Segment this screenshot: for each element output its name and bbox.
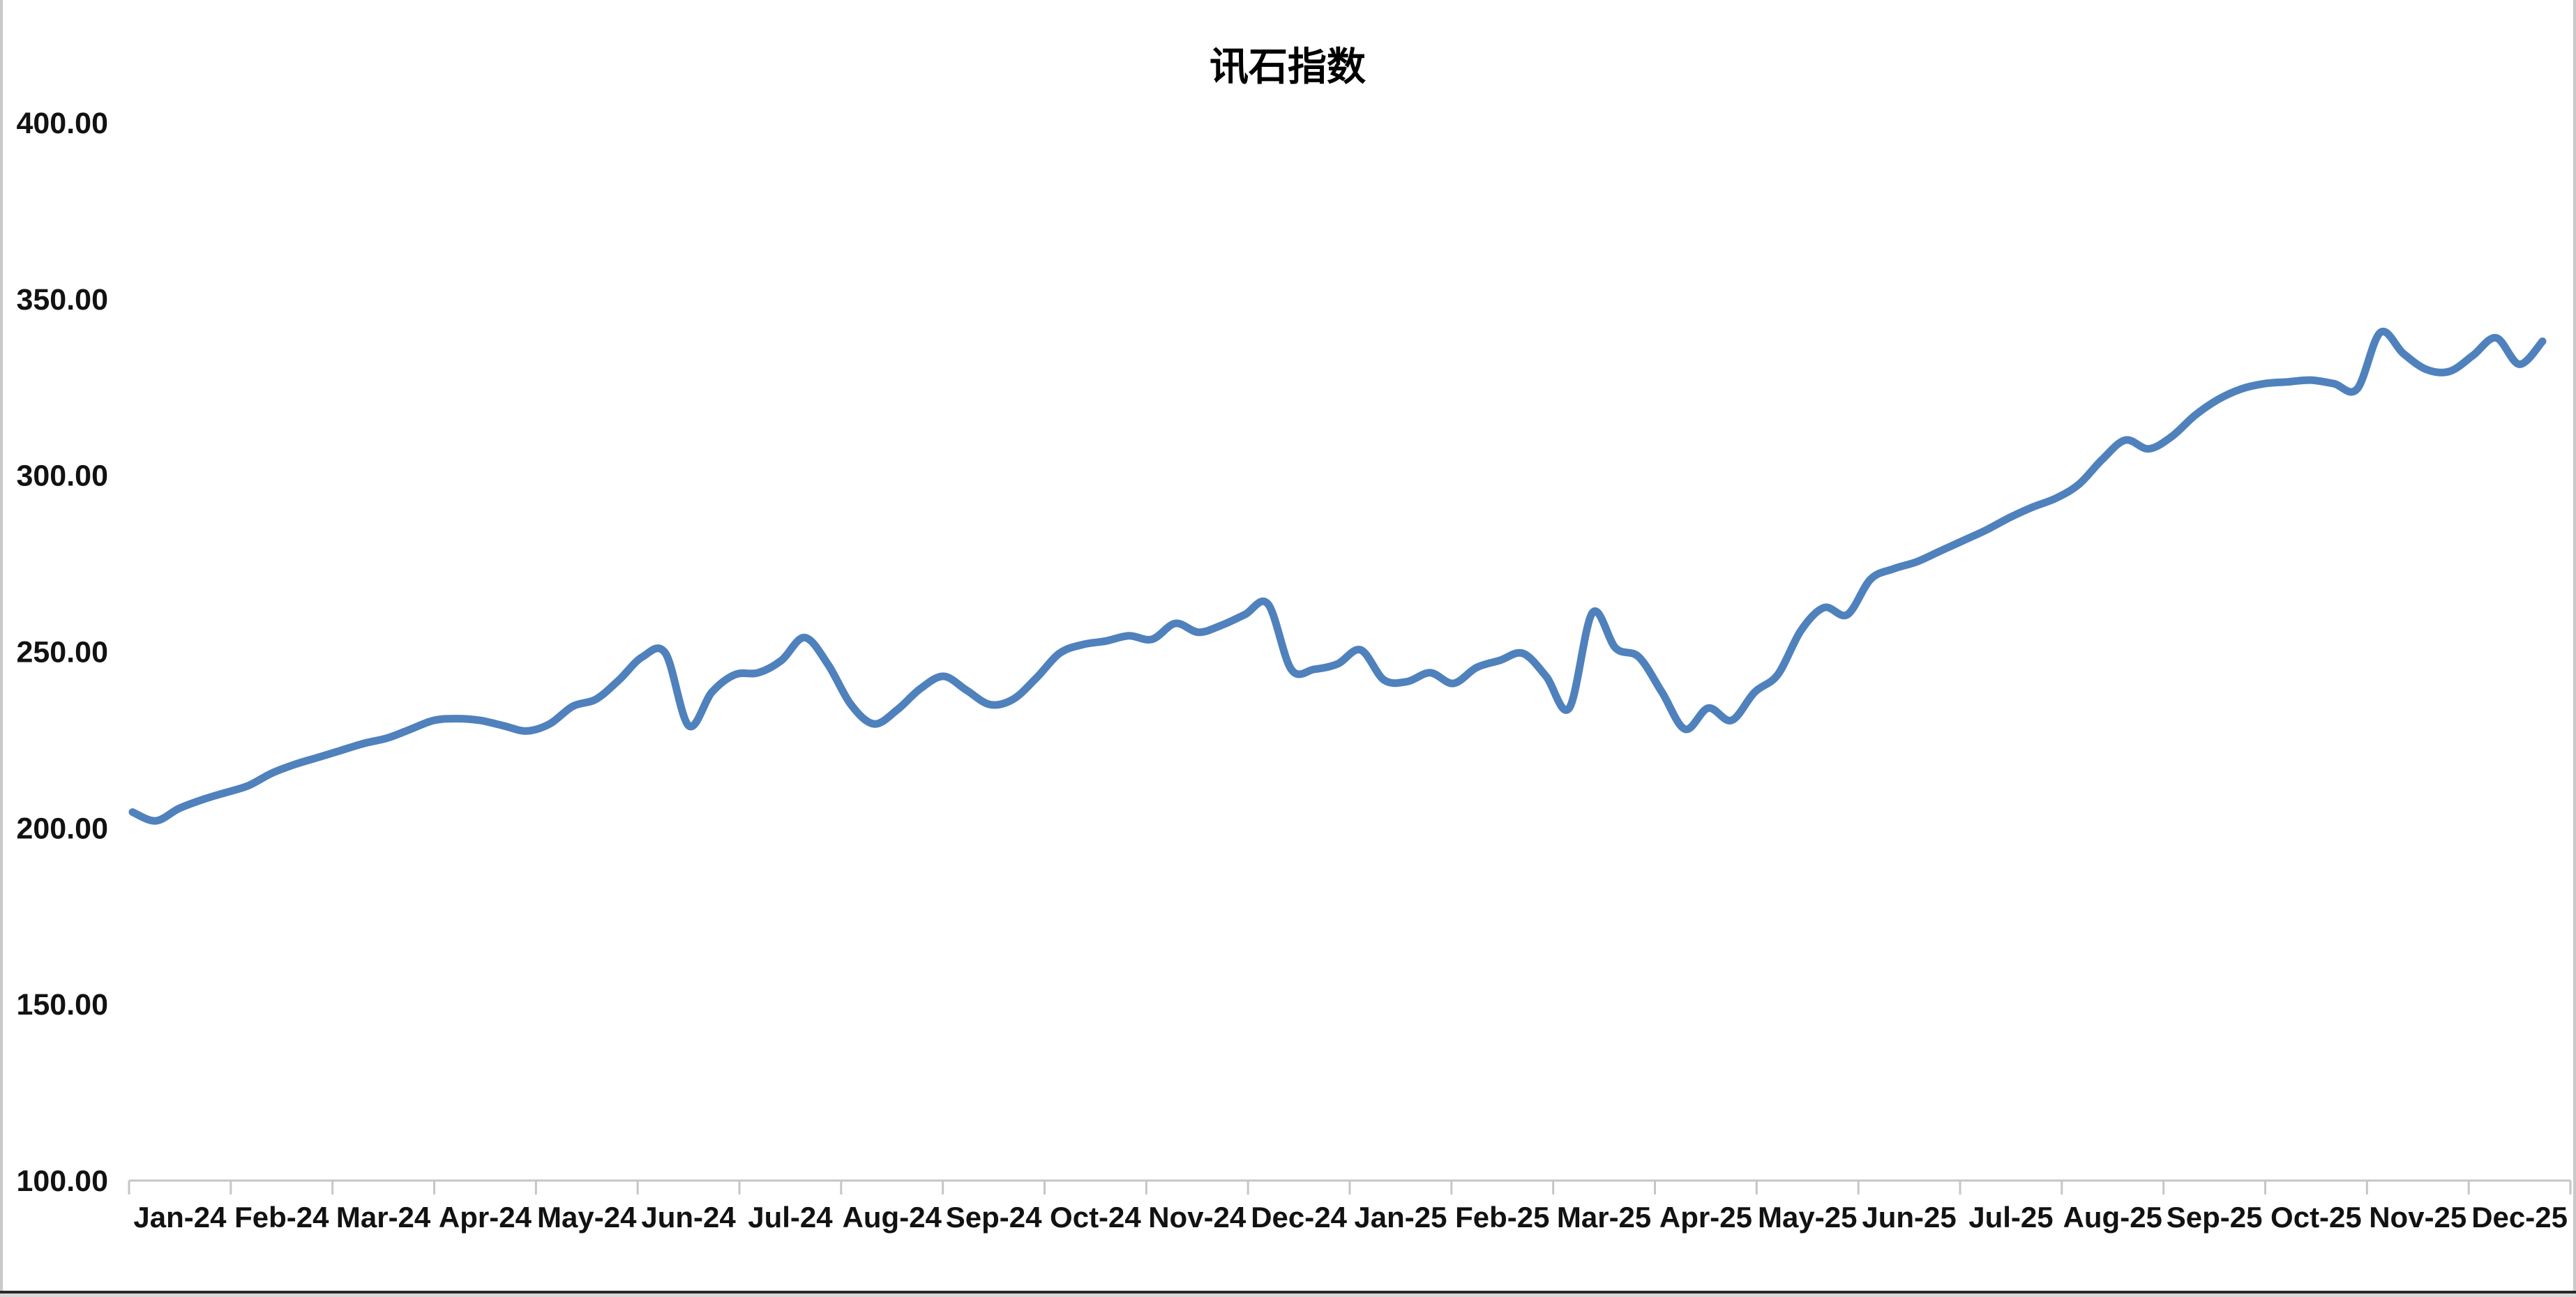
- x-tick-label: Jan-25: [1354, 1201, 1447, 1234]
- x-tick-label: Feb-24: [234, 1201, 329, 1234]
- y-tick-label: 400.00: [16, 107, 108, 140]
- x-tick-label: Jul-25: [1968, 1201, 2053, 1234]
- x-tick-label: May-25: [1758, 1201, 1857, 1234]
- x-tick-label: Dec-24: [1251, 1201, 1347, 1234]
- window-border-left: [0, 0, 3, 1297]
- y-tick-label: 100.00: [16, 1165, 108, 1198]
- y-tick-label: 250.00: [16, 636, 108, 669]
- y-tick-label: 300.00: [16, 460, 108, 493]
- x-tick-label: Aug-25: [2063, 1201, 2162, 1234]
- x-tick-label: Jun-24: [641, 1201, 736, 1234]
- x-tick-label: Oct-24: [1050, 1201, 1141, 1234]
- x-tick-label: Mar-24: [336, 1201, 431, 1234]
- x-tick-label: Jul-24: [748, 1201, 833, 1234]
- x-tick-label: Mar-25: [1557, 1201, 1651, 1234]
- y-axis-labels: 400.00 350.00 300.00 250.00 200.00 150.00 100.…: [16, 107, 108, 1198]
- chart-title: 讯石指数: [1210, 44, 1366, 90]
- x-tick-label: Jun-25: [1862, 1201, 1956, 1234]
- index-series-path: [128, 327, 2547, 825]
- x-tick-label: Jan-24: [133, 1201, 227, 1234]
- window-border-right: [2573, 0, 2576, 1297]
- x-tick-label: May-24: [537, 1201, 637, 1234]
- x-tick-label: Nov-25: [2369, 1201, 2466, 1234]
- x-tick-label: Aug-24: [843, 1201, 942, 1234]
- x-tick-label: Apr-24: [439, 1201, 532, 1234]
- y-tick-label: 150.00: [16, 988, 108, 1022]
- x-tick-label: Sep-25: [2167, 1201, 2263, 1234]
- x-tick-label: Nov-24: [1148, 1201, 1246, 1234]
- x-tick-label: Sep-24: [946, 1201, 1042, 1234]
- window-border-bottom-dark: [0, 1291, 2576, 1294]
- x-tick-label: Feb-25: [1455, 1201, 1549, 1234]
- x-tick-label: Oct-25: [2270, 1201, 2362, 1234]
- x-axis-labels: Jan-24 Feb-24 Mar-24 Apr-24 May-24 Jun-24 Jul-…: [133, 1201, 2568, 1234]
- x-axis: [128, 1179, 2572, 1194]
- y-tick-label: 200.00: [16, 812, 108, 845]
- x-tick-label: Apr-25: [1659, 1201, 1752, 1234]
- window-border-bottom-light: [0, 1294, 2576, 1297]
- x-tick-label: Dec-25: [2471, 1201, 2568, 1234]
- y-tick-label: 350.00: [16, 283, 108, 317]
- series-line: [128, 327, 2547, 825]
